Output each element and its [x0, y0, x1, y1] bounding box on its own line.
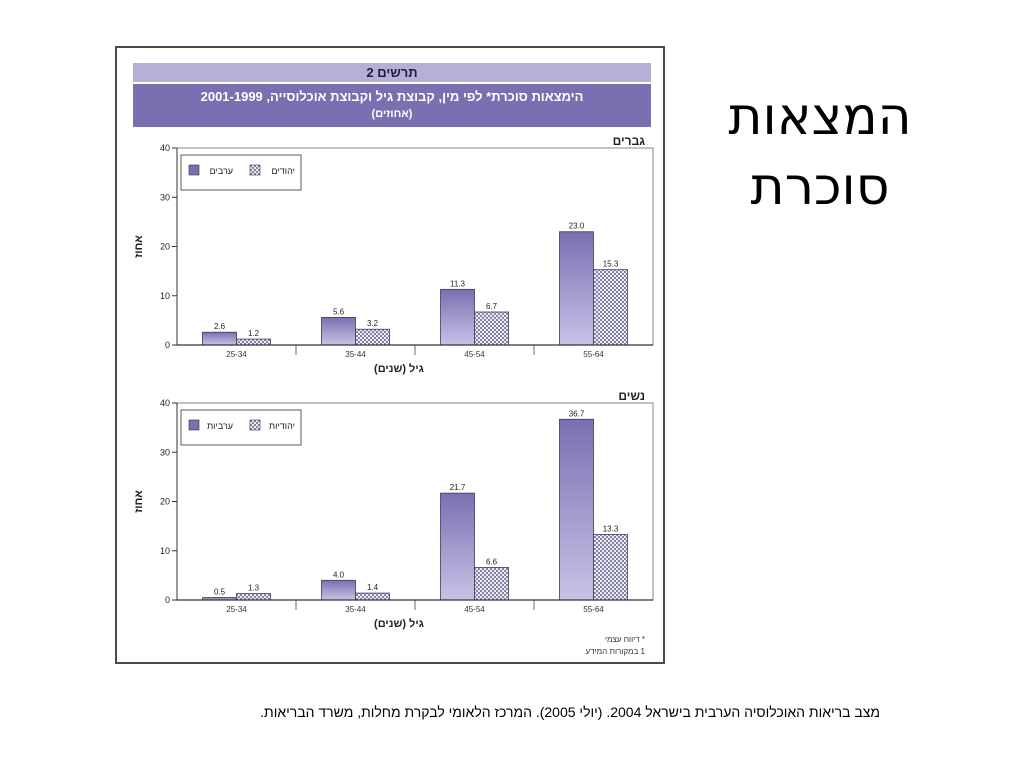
- bar-series2: [593, 269, 628, 346]
- source-caption: מצב בריאות האוכלוסיה הערבית בישראל 2004.…: [260, 704, 880, 720]
- men-bar-chart: 0 10 20 30 40 אחוז 25-34 2.6 1.2 35-44 5.6 3.2 45-54…: [133, 144, 654, 375]
- y-tick-label: 0: [165, 340, 170, 350]
- footnotes: * דיווח עצמי 1 במקורות המידע: [585, 634, 645, 658]
- figure-title: הימצאות סוכרת* לפי מין, קבוצת גיל וקבוצת…: [200, 89, 584, 104]
- legend-box: [180, 154, 302, 191]
- data-label: 13.3: [603, 524, 619, 533]
- panel-title-women: נשים: [618, 389, 645, 403]
- legend-label-series1: ערביות: [207, 421, 233, 431]
- bar-series1: [440, 288, 475, 346]
- legend-swatch-series1: [188, 419, 200, 431]
- bar-series2: [593, 534, 628, 601]
- data-label: 36.7: [569, 409, 585, 418]
- bar-series2: [355, 592, 390, 601]
- footnote-sources: 1 במקורות המידע: [585, 647, 645, 656]
- slide-title-line1: המצאות: [728, 87, 912, 147]
- data-label: 1.3: [248, 584, 260, 593]
- x-tick-label: 45-54: [464, 605, 485, 614]
- legend-box: [180, 409, 302, 446]
- bar-series2: [355, 328, 390, 346]
- legend-swatch-series2: [249, 164, 261, 176]
- x-tick-label: 55-64: [583, 350, 604, 359]
- data-label: 21.7: [450, 483, 466, 492]
- y-tick-label: 0: [165, 595, 170, 605]
- legend-label-series2: יהודים: [272, 166, 295, 176]
- bar-series2: [236, 338, 271, 346]
- bar-series1: [559, 418, 594, 601]
- bar-series1: [321, 317, 356, 346]
- x-axis-label: גיל (שנים): [374, 617, 424, 630]
- bar-series2: [474, 567, 509, 601]
- figure-number: תרשים 2: [133, 63, 651, 82]
- figure-frame: תרשים 2 הימצאות סוכרת* לפי מין, קבוצת גי…: [115, 46, 665, 664]
- data-label: 6.6: [486, 557, 498, 566]
- legend: ערבים יהודים: [180, 154, 302, 191]
- y-axis-label: אחוז: [133, 235, 145, 258]
- y-tick-label: 40: [160, 399, 170, 408]
- data-label: 11.3: [450, 279, 466, 288]
- y-tick-label: 30: [160, 447, 170, 457]
- data-label: 1.2: [248, 329, 260, 338]
- bar-series2: [474, 311, 509, 346]
- slide-title: המצאות סוכרת: [690, 82, 950, 222]
- legend-label-series2: יהודיות: [269, 421, 295, 431]
- legend: ערביות יהודיות: [180, 409, 302, 446]
- panel-title-men: גברים: [612, 134, 645, 148]
- bar-series1: [440, 492, 475, 601]
- y-axis-label: אחוז: [133, 490, 145, 513]
- figure-subtitle: (אחוזים): [371, 108, 413, 120]
- data-label: 2.6: [214, 322, 226, 331]
- bar-series1: [202, 331, 237, 346]
- data-label: 1.4: [367, 583, 379, 592]
- data-label: 4.0: [333, 570, 345, 579]
- x-axis-label: גיל (שנים): [374, 362, 424, 375]
- data-label: 23.0: [569, 222, 585, 231]
- x-tick-label: 55-64: [583, 605, 604, 614]
- y-tick-label: 10: [160, 291, 170, 301]
- y-tick-label: 30: [160, 192, 170, 202]
- bar-series1: [321, 579, 356, 601]
- slide-title-line2: סוכרת: [750, 157, 890, 217]
- x-tick-label: 25-34: [226, 350, 247, 359]
- x-tick-label: 35-44: [345, 605, 366, 614]
- women-bar-chart: 0 10 20 30 40 אחוז 25-340.5 1.3 35-44 4.0 1.4 45-54…: [133, 399, 654, 630]
- figure-title-box: הימצאות סוכרת* לפי מין, קבוצת גיל וקבוצת…: [133, 84, 651, 127]
- legend-label-series1: ערבים: [210, 166, 233, 176]
- x-tick-label: 35-44: [345, 350, 366, 359]
- data-label: 5.6: [333, 307, 345, 316]
- y-tick-label: 20: [160, 242, 170, 252]
- x-tick-label: 45-54: [464, 350, 485, 359]
- x-tick-label: 25-34: [226, 605, 247, 614]
- bar-series2: [236, 593, 271, 601]
- data-label: 15.3: [603, 260, 619, 269]
- legend-swatch-series2: [249, 419, 261, 431]
- data-label: 6.7: [486, 302, 498, 311]
- figure-header: תרשים 2 הימצאות סוכרת* לפי מין, קבוצת גי…: [133, 63, 651, 127]
- data-label: 0.5: [214, 588, 226, 597]
- y-tick-label: 40: [160, 144, 170, 153]
- data-label: 3.2: [367, 319, 379, 328]
- y-tick-label: 20: [160, 497, 170, 507]
- legend-swatch-series1: [188, 164, 200, 176]
- footnote-self-report: * דיווח עצמי: [604, 635, 645, 644]
- y-tick-label: 10: [160, 546, 170, 556]
- bar-series1: [559, 231, 594, 346]
